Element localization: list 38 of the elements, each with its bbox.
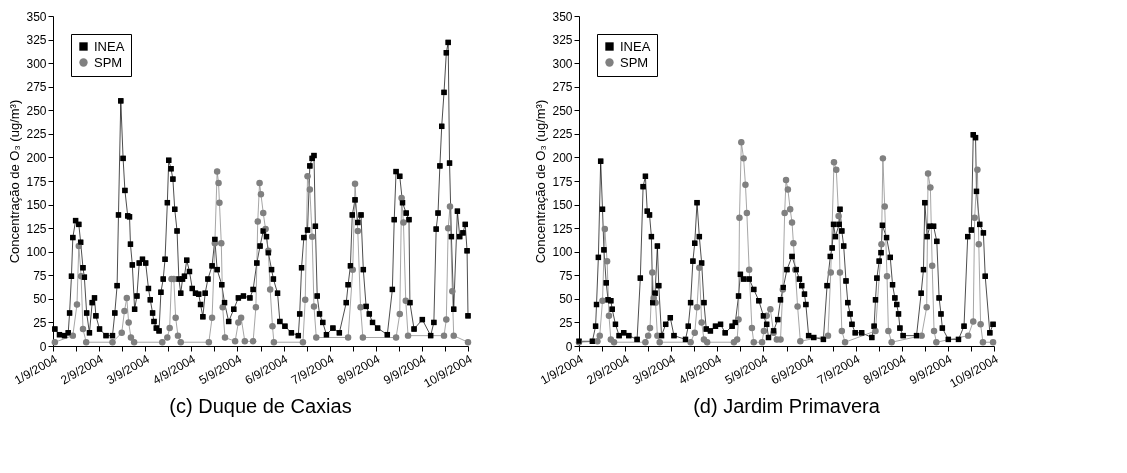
y-tick-label: 275 [552, 80, 573, 95]
y-axis-title: Concentração de O₃ (ug/m³) [7, 99, 23, 264]
y-tick-label: 350 [552, 9, 573, 24]
legend-label: INEA [94, 38, 125, 54]
y-tick-label: 200 [26, 150, 47, 165]
y-tick-label: 350 [26, 9, 47, 24]
text: (c) Duque de Caxias [169, 395, 352, 418]
y-tick-label: 125 [26, 221, 47, 236]
y-tick-label: 300 [552, 56, 573, 71]
y-tick-label: 50 [559, 292, 573, 307]
legend-label: SPM [94, 54, 123, 70]
y-tick-label: 75 [33, 268, 47, 283]
y-tick-label: 325 [26, 33, 47, 48]
y-tick-label: 0 [39, 339, 47, 354]
y-tick-label: 100 [26, 245, 47, 260]
legend-label: SPM [620, 54, 649, 70]
y-tick-label: 300 [26, 56, 47, 71]
y-tick-label: 0 [565, 339, 573, 354]
y-tick-label: 275 [26, 80, 47, 95]
y-tick-label: 100 [552, 245, 573, 260]
y-tick-label: 75 [559, 268, 573, 283]
legend-label: INEA [620, 38, 651, 54]
text: (d) Jardim Primavera [693, 395, 881, 418]
y-tick-label: 150 [26, 198, 47, 213]
y-tick-label: 50 [33, 292, 47, 307]
y-tick-label: 250 [26, 103, 47, 118]
y-tick-label: 325 [552, 33, 573, 48]
y-tick-label: 25 [559, 315, 573, 330]
y-tick-label: 150 [552, 198, 573, 213]
y-tick-label: 200 [552, 150, 573, 165]
y-tick-label: 175 [552, 174, 573, 189]
y-tick-label: 125 [552, 221, 573, 236]
y-tick-label: 250 [552, 103, 573, 118]
y-tick-label: 175 [26, 174, 47, 189]
y-tick-label: 25 [33, 315, 47, 330]
y-axis-title: Concentração de O₃ (ug/m³) [533, 99, 549, 264]
y-tick-label: 225 [552, 127, 573, 142]
y-tick-label: 225 [26, 127, 47, 142]
